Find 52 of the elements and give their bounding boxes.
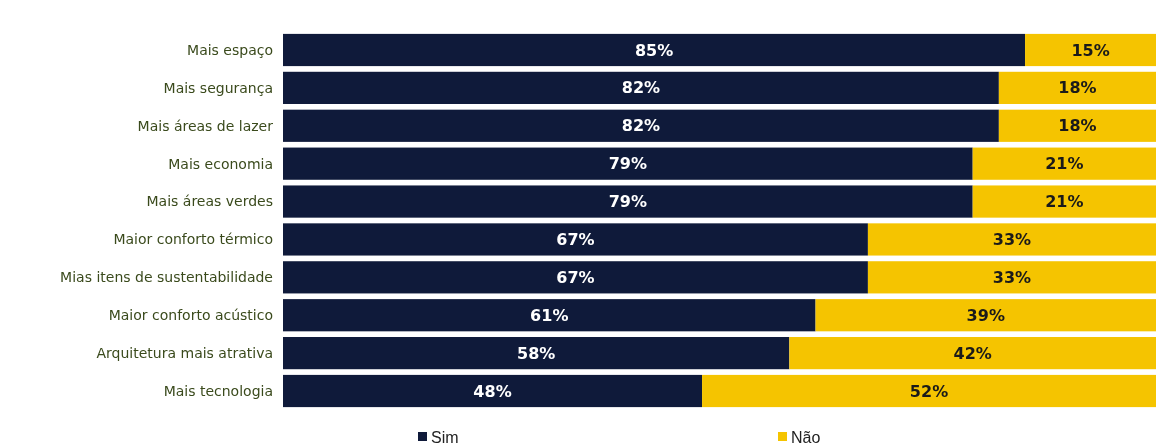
data-label: 79% — [608, 192, 647, 212]
data-label: 18% — [1058, 116, 1097, 136]
bar — [702, 374, 1156, 408]
y-tick-label: Mais espaço — [187, 41, 273, 58]
bar — [283, 185, 973, 218]
bar — [998, 109, 1156, 142]
data-label: 33% — [992, 267, 1032, 287]
data-label: 21% — [1045, 192, 1084, 212]
data-label: 67% — [556, 230, 595, 250]
legend-label: Não — [791, 428, 821, 443]
y-tick-label: Maior conforto acústico — [108, 307, 273, 324]
y-tick-label: Mais áreas verdes — [146, 193, 273, 210]
bar — [867, 261, 1156, 294]
bar — [283, 223, 868, 256]
data-label: 33% — [992, 230, 1032, 250]
bar — [283, 299, 816, 332]
data-label: 18% — [1058, 78, 1097, 98]
data-label: 21% — [1045, 154, 1084, 174]
bar — [815, 299, 1156, 332]
bar — [283, 261, 868, 294]
data-label: 61% — [530, 305, 569, 325]
bar — [972, 147, 1156, 180]
bar — [789, 337, 1156, 370]
data-label: 67% — [556, 267, 595, 287]
bar — [998, 71, 1156, 104]
data-label: 58% — [517, 343, 556, 363]
data-label: 48% — [473, 381, 512, 401]
data-label: 39% — [966, 305, 1005, 325]
bar — [283, 33, 1026, 67]
bar — [867, 223, 1156, 256]
y-tick-label: Mais segurança — [163, 79, 273, 96]
y-tick-label: Arquitetura mais atrativa — [96, 345, 273, 362]
data-label: 52% — [909, 381, 949, 401]
bar — [283, 147, 973, 180]
bar — [283, 374, 703, 408]
y-tick-label: Mais economia — [168, 155, 273, 172]
bar — [283, 109, 999, 142]
data-label: 15% — [1071, 40, 1110, 60]
bar — [283, 71, 999, 104]
bar — [972, 185, 1156, 218]
y-tick-label: Mais tecnologia — [163, 382, 273, 399]
data-label: 82% — [621, 78, 661, 98]
data-label: 85% — [634, 40, 674, 60]
data-label: 82% — [621, 116, 661, 136]
y-tick-label: Maior conforto térmico — [113, 231, 273, 248]
bar — [1025, 33, 1156, 67]
bar — [283, 337, 790, 370]
data-label: 42% — [953, 343, 992, 363]
data-label: 79% — [608, 154, 647, 174]
legend-label: Sim — [431, 428, 459, 443]
y-tick-label: Mais áreas de lazer — [137, 117, 274, 134]
y-tick-label: Mias itens de sustentabilidade — [60, 269, 273, 286]
